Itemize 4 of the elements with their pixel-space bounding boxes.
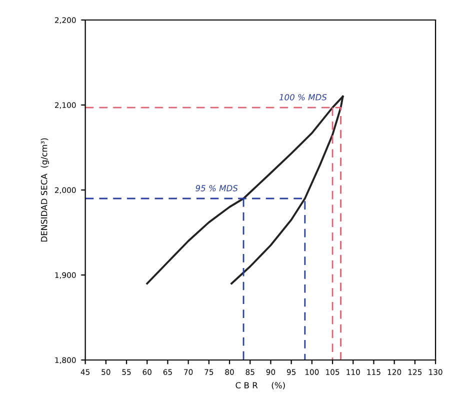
annotation: 100 % MDS (279, 94, 327, 100)
x-axis-title: C B R (%) (236, 382, 285, 390)
annotation: 95 % MDS (196, 185, 238, 192)
y-axis-title: DENSIDAD SECA (g/cm³) (40, 138, 49, 242)
